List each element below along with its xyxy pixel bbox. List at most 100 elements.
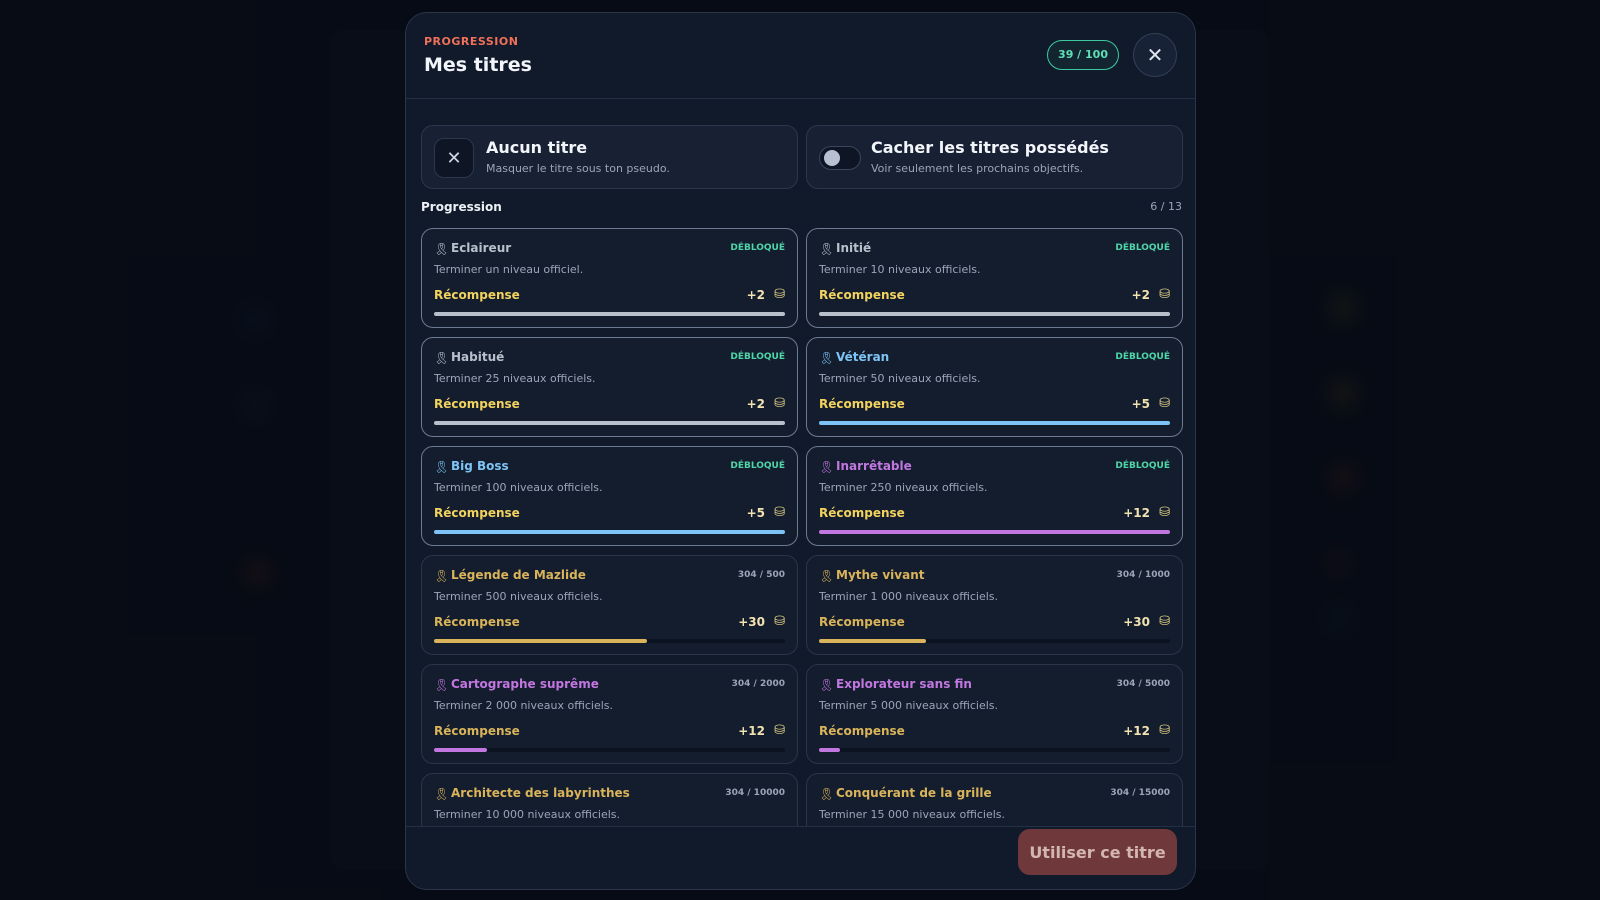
- title-description: Terminer 25 niveaux officiels.: [434, 372, 596, 385]
- title-card[interactable]: 🎗 Eclaireur DÉBLOQUÉ Terminer un niveau off…: [421, 228, 798, 328]
- title-card[interactable]: 🎗 Vétéran DÉBLOQUÉ Terminer 50 niveaux offi…: [806, 337, 1183, 437]
- progress-fill: [434, 748, 488, 752]
- title-card[interactable]: 🎗 Explorateur sans fin 304 / 5000 Terminer …: [806, 664, 1183, 764]
- reward-amount: +5: [746, 506, 765, 520]
- title-description: Terminer 100 niveaux officiels.: [434, 481, 603, 494]
- coins-icon: ⛁: [1159, 723, 1170, 738]
- reward-amount: +2: [746, 397, 765, 411]
- ribbon-icon: 🎗: [434, 351, 450, 365]
- ribbon-icon: 🎗: [819, 787, 835, 801]
- progress-fill: [819, 312, 1170, 316]
- title-name: Vétéran: [836, 350, 890, 364]
- progress-track: [819, 312, 1170, 316]
- title-name: Big Boss: [451, 459, 509, 473]
- coins-icon: ⛁: [774, 287, 785, 302]
- section-count: 6 / 13: [1150, 200, 1182, 213]
- reward-amount: +2: [746, 288, 765, 302]
- reward-label: Récompense: [434, 615, 520, 629]
- title-status: DÉBLOQUÉ: [1115, 243, 1170, 253]
- coins-icon: ⛁: [774, 723, 785, 738]
- reward-amount: +12: [1123, 724, 1150, 738]
- reward-label: Récompense: [434, 288, 520, 302]
- coins-icon: ⛁: [774, 396, 785, 411]
- title-status: 304 / 2000: [731, 679, 785, 689]
- title-name: Habitué: [451, 350, 505, 364]
- title-description: Terminer 10 000 niveaux officiels.: [434, 808, 621, 821]
- title-status: DÉBLOQUÉ: [730, 243, 785, 253]
- coins-icon: ⛁: [774, 505, 785, 520]
- title-card[interactable]: 🎗 Architecte des labyrinthes 304 / 10000 Te…: [421, 773, 798, 826]
- no-title-option[interactable]: ✕ Aucun titre Masquer le titre sous ton …: [421, 125, 798, 189]
- title-status: 304 / 5000: [1116, 679, 1170, 689]
- no-title-label: Aucun titre: [486, 138, 588, 157]
- hide-owned-toggle[interactable]: [819, 146, 861, 170]
- progress-fill: [819, 639, 926, 643]
- ribbon-icon: 🎗: [819, 678, 835, 692]
- title-card[interactable]: 🎗 Big Boss DÉBLOQUÉ Terminer 100 niveaux of…: [421, 446, 798, 546]
- progress-track: [819, 639, 1170, 643]
- close-icon: ✕: [1146, 43, 1164, 67]
- title-name: Architecte des labyrinthes: [451, 786, 630, 800]
- ribbon-icon: 🎗: [434, 678, 450, 692]
- title-status: DÉBLOQUÉ: [730, 352, 785, 362]
- title-status: 304 / 1000: [1116, 570, 1170, 580]
- coins-icon: ⛁: [774, 614, 785, 629]
- reward-label: Récompense: [819, 724, 905, 738]
- title-description: Terminer 250 niveaux officiels.: [819, 481, 988, 494]
- title-card[interactable]: 🎗 Mythe vivant 304 / 1000 Terminer 1 000 ni…: [806, 555, 1183, 655]
- reward-label: Récompense: [819, 397, 905, 411]
- title-card[interactable]: 🎗 Conquérant de la grille 304 / 15000 Termi…: [806, 773, 1183, 826]
- progress-fill: [434, 639, 648, 643]
- title-card[interactable]: 🎗 Habitué DÉBLOQUÉ Terminer 25 niveaux offi…: [421, 337, 798, 437]
- title-name: Initié: [836, 241, 872, 255]
- title-card[interactable]: 🎗 Inarrêtable DÉBLOQUÉ Terminer 250 niveaux…: [806, 446, 1183, 546]
- progress-fill: [819, 530, 1170, 534]
- title-description: Terminer 500 niveaux officiels.: [434, 590, 603, 603]
- progress-track: [434, 748, 785, 752]
- progress-track: [819, 421, 1170, 425]
- title-card[interactable]: 🎗 Initié DÉBLOQUÉ Terminer 10 niveaux offic…: [806, 228, 1183, 328]
- title-name: Conquérant de la grille: [836, 786, 992, 800]
- title-status: 304 / 10000: [725, 788, 785, 798]
- progress-fill: [434, 530, 785, 534]
- modal-title: Mes titres: [424, 54, 532, 76]
- progress-fill: [434, 421, 785, 425]
- coins-icon: ⛁: [1159, 287, 1170, 302]
- title-description: Terminer 10 niveaux officiels.: [819, 263, 981, 276]
- title-card[interactable]: 🎗 Légende de Mazlide 304 / 500 Terminer 500…: [421, 555, 798, 655]
- progress-fill: [434, 312, 785, 316]
- toggle-knob: [824, 150, 840, 166]
- coins-icon: ⛁: [1159, 505, 1170, 520]
- reward-label: Récompense: [434, 506, 520, 520]
- hide-owned-option[interactable]: Cacher les titres possédés Voir seulemen…: [806, 125, 1183, 189]
- use-title-button[interactable]: Utiliser ce titre: [1018, 829, 1177, 875]
- ribbon-icon: 🎗: [819, 460, 835, 474]
- reward-label: Récompense: [819, 506, 905, 520]
- title-description: Terminer 1 000 niveaux officiels.: [819, 590, 999, 603]
- ribbon-icon: 🎗: [434, 569, 450, 583]
- progress-track: [434, 421, 785, 425]
- coins-icon: ⛁: [1159, 396, 1170, 411]
- progress-track: [434, 312, 785, 316]
- progress-track: [434, 639, 785, 643]
- owned-count-badge: 39 / 100: [1047, 40, 1119, 70]
- ribbon-icon: 🎗: [819, 569, 835, 583]
- title-card[interactable]: 🎗 Cartographe suprême 304 / 2000 Terminer 2…: [421, 664, 798, 764]
- close-button[interactable]: ✕: [1133, 33, 1177, 77]
- hide-owned-description: Voir seulement les prochains objectifs.: [871, 162, 1084, 175]
- title-name: Eclaireur: [451, 241, 512, 255]
- title-status: 304 / 15000: [1110, 788, 1170, 798]
- title-status: DÉBLOQUÉ: [730, 461, 785, 471]
- coins-icon: ⛁: [1159, 614, 1170, 629]
- no-title-description: Masquer le titre sous ton pseudo.: [486, 162, 670, 175]
- hide-owned-label: Cacher les titres possédés: [871, 138, 1109, 157]
- title-status: DÉBLOQUÉ: [1115, 352, 1170, 362]
- reward-label: Récompense: [434, 724, 520, 738]
- reward-label: Récompense: [819, 288, 905, 302]
- title-name: Légende de Mazlide: [451, 568, 586, 582]
- reward-amount: +2: [1131, 288, 1150, 302]
- title-description: Terminer 15 000 niveaux officiels.: [819, 808, 1006, 821]
- title-description: Terminer un niveau officiel.: [434, 263, 584, 276]
- titles-scroll-area[interactable]: ✕ Aucun titre Masquer le titre sous ton …: [406, 100, 1195, 827]
- ribbon-icon: 🎗: [819, 351, 835, 365]
